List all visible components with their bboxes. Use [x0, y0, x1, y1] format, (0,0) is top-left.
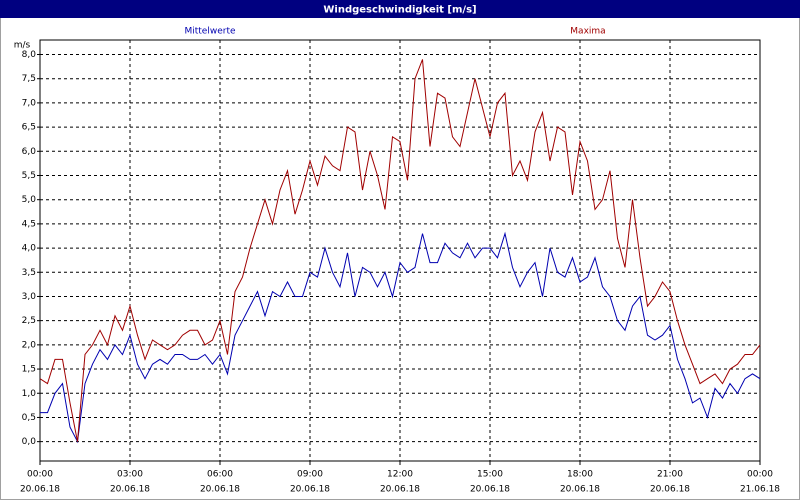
x-tick-label: 12:00 [387, 470, 413, 480]
x-tick-label: 18:00 [567, 470, 593, 480]
y-tick-label: 7,5 [22, 74, 36, 84]
x-tick-label: 06:00 [207, 470, 233, 480]
y-tick-label: 2,5 [22, 316, 36, 326]
y-tick-label: 4,0 [22, 244, 37, 254]
x-tick-label: 00:00 [747, 470, 773, 480]
y-tick-label: 2,0 [22, 340, 37, 350]
y-tick-label: 3,5 [22, 268, 36, 278]
x-tick-date: 20.06.18 [470, 485, 510, 495]
x-tick-date: 20.06.18 [650, 485, 690, 495]
y-tick-label: 5,5 [22, 171, 36, 181]
y-tick-label: 5,0 [22, 195, 37, 205]
x-tick-date: 21.06.18 [740, 485, 780, 495]
y-tick-label: 7,0 [22, 98, 37, 108]
x-tick-label: 15:00 [477, 470, 503, 480]
x-tick-label: 03:00 [117, 470, 143, 480]
x-tick-date: 20.06.18 [290, 485, 330, 495]
x-tick-label: 21:00 [657, 470, 683, 480]
y-tick-label: 3,0 [22, 292, 37, 302]
legend-entry: Mittelwerte [184, 27, 235, 37]
title-bar [0, 0, 800, 18]
y-tick-label: 6,5 [22, 123, 36, 133]
y-axis-label: m/s [14, 41, 31, 51]
x-tick-date: 20.06.18 [20, 485, 60, 495]
y-tick-label: 0,5 [22, 413, 36, 423]
y-tick-label: 8,0 [22, 50, 37, 60]
y-tick-label: 0,0 [22, 437, 37, 447]
y-tick-label: 1,5 [22, 365, 36, 375]
legend-entry: Maxima [570, 27, 605, 37]
y-tick-label: 6,0 [22, 147, 37, 157]
x-tick-date: 20.06.18 [380, 485, 420, 495]
x-tick-date: 20.06.18 [200, 485, 240, 495]
series-line [40, 231, 761, 444]
x-tick-label: 09:00 [297, 470, 323, 480]
x-tick-date: 20.06.18 [110, 485, 150, 495]
chart-title: Windgeschwindigkeit [m/s] [323, 5, 476, 16]
series-line [39, 59, 761, 442]
x-tick-label: 00:00 [27, 470, 53, 480]
y-tick-label: 4,5 [22, 219, 36, 229]
y-tick-label: 1,0 [22, 389, 37, 399]
x-tick-date: 20.06.18 [560, 485, 600, 495]
